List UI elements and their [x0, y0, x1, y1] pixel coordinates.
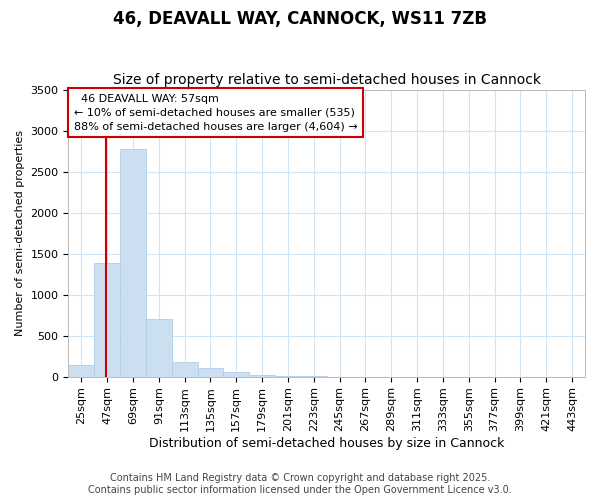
Bar — [120, 148, 146, 376]
X-axis label: Distribution of semi-detached houses by size in Cannock: Distribution of semi-detached houses by … — [149, 437, 505, 450]
Title: Size of property relative to semi-detached houses in Cannock: Size of property relative to semi-detach… — [113, 73, 541, 87]
Bar — [197, 368, 223, 376]
Bar — [172, 362, 197, 376]
Bar — [223, 372, 249, 376]
Bar — [68, 365, 94, 376]
Y-axis label: Number of semi-detached properties: Number of semi-detached properties — [15, 130, 25, 336]
Bar — [94, 264, 120, 376]
Bar — [249, 375, 275, 376]
Text: 46 DEAVALL WAY: 57sqm  
← 10% of semi-detached houses are smaller (535)
88% of s: 46 DEAVALL WAY: 57sqm ← 10% of semi-deta… — [74, 94, 357, 132]
Text: Contains HM Land Registry data © Crown copyright and database right 2025.
Contai: Contains HM Land Registry data © Crown c… — [88, 474, 512, 495]
Bar — [146, 319, 172, 376]
Text: 46, DEAVALL WAY, CANNOCK, WS11 7ZB: 46, DEAVALL WAY, CANNOCK, WS11 7ZB — [113, 10, 487, 28]
